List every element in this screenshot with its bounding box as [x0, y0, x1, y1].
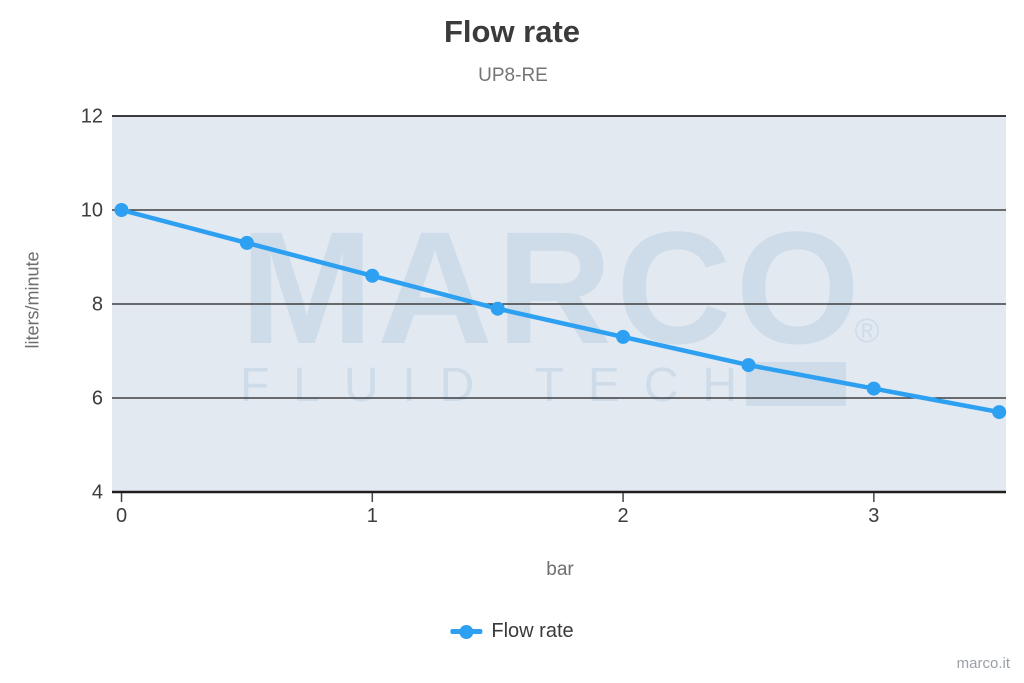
chart-title: Flow rate — [443, 14, 581, 49]
x-tick-label: 2 — [618, 505, 629, 527]
x-tick-label: 0 — [116, 505, 127, 527]
data-point[interactable] — [365, 268, 380, 283]
data-point[interactable] — [992, 405, 1007, 420]
x-axis-title: bar — [546, 559, 574, 580]
y-tick-label: 12 — [81, 106, 103, 128]
x-tick-label: 1 — [367, 505, 378, 527]
y-tick-label: 4 — [92, 482, 103, 504]
y-axis-title: liters/minute — [22, 251, 43, 349]
registered-trademark-icon: ® — [854, 312, 879, 350]
x-tick-label: 3 — [868, 505, 879, 527]
legend-line-marker — [450, 624, 483, 639]
chart-legend: Flow rate — [450, 620, 574, 643]
data-point[interactable] — [866, 381, 881, 396]
data-point[interactable] — [114, 203, 129, 217]
y-tick-label: 10 — [81, 200, 103, 222]
flow-rate-line — [119, 207, 1002, 415]
chart-subtitle: UP8-RE — [478, 65, 548, 86]
data-point[interactable] — [616, 329, 631, 344]
footer-credit: marco.it — [956, 655, 1010, 672]
data-point[interactable] — [490, 301, 505, 316]
data-point[interactable] — [741, 358, 756, 373]
legend-label: Flow rate — [491, 620, 574, 642]
legend-item-flow-rate[interactable]: Flow rate — [450, 620, 574, 643]
legend-point-icon — [459, 624, 474, 639]
y-tick-label: 8 — [92, 294, 103, 316]
y-tick-label: 6 — [92, 388, 103, 410]
watermark-brand-text: MARCO — [240, 198, 860, 377]
data-point[interactable] — [239, 235, 254, 250]
